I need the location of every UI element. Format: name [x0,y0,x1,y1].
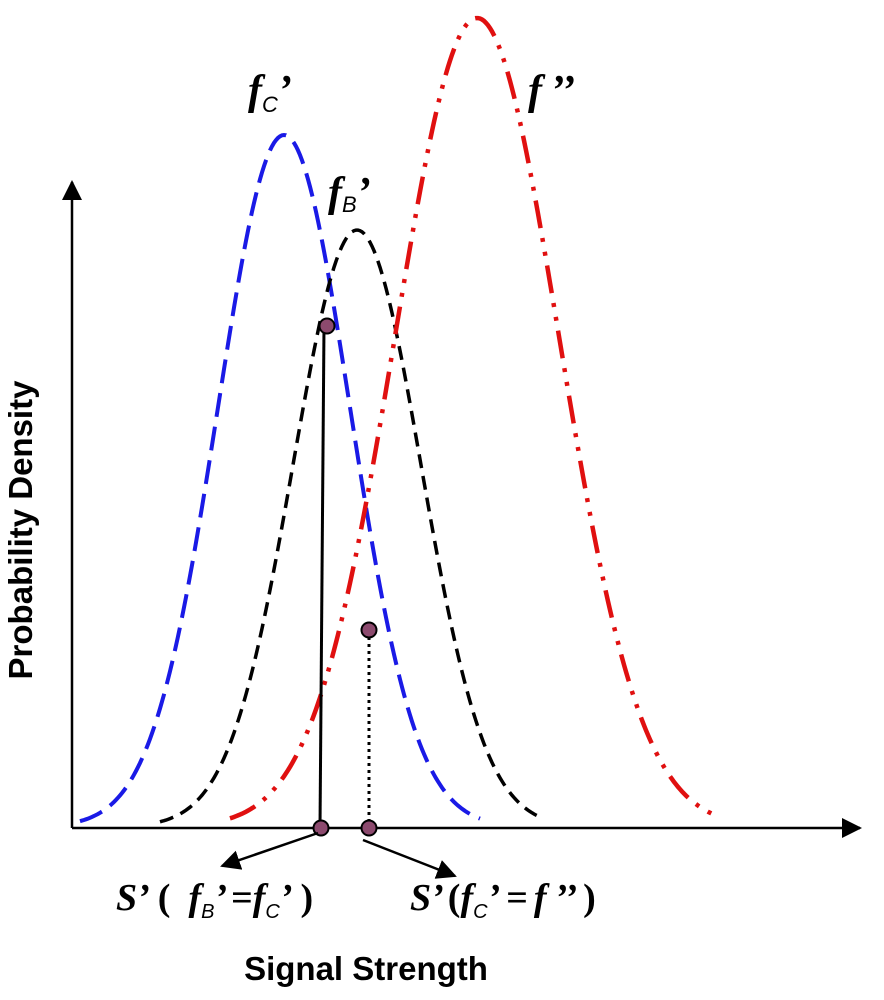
point-fb-fc-intersection [318,317,336,335]
y-axis-title: Probability Density [2,380,39,680]
point-fc-f2-intersection [360,621,378,639]
intersection-line-fb-fc [318,325,326,829]
curve-fb-prime [159,228,545,824]
curve-f-double-prime [229,15,721,821]
arrow-left-annotation [220,831,319,870]
label-fb-prime: fB’ [328,170,371,217]
point-s-fc-f2 [360,819,378,837]
x-axis-title: Signal Strength [244,950,488,987]
curve-fc-prime [79,132,481,824]
point-s-fb-fc [312,819,330,837]
label-fc-prime: fC’ [248,68,292,117]
annotation-s-fc-eq-f2: S’ (fC’ = f’’) [410,877,596,923]
annotation-s-fb-eq-fc: S’(fB’ =fC’) [116,877,313,923]
arrow-right-annotation [362,838,457,879]
label-f-double-prime: f’’ [528,68,575,114]
